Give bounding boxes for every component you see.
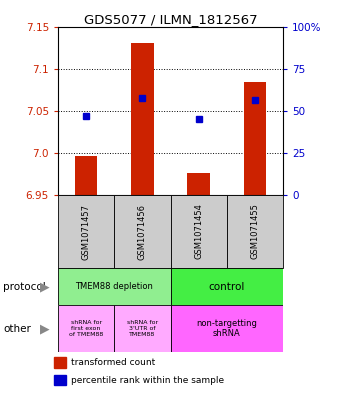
Text: ▶: ▶ bbox=[39, 280, 49, 293]
Bar bbox=[187, 173, 210, 195]
Text: control: control bbox=[208, 281, 245, 292]
Text: GSM1071455: GSM1071455 bbox=[250, 204, 259, 259]
Bar bbox=[58, 195, 114, 268]
Text: non-targetting
shRNA: non-targetting shRNA bbox=[196, 319, 257, 338]
Bar bbox=[170, 305, 283, 352]
Text: GSM1071454: GSM1071454 bbox=[194, 204, 203, 259]
Bar bbox=[170, 195, 227, 268]
Bar bbox=[170, 268, 283, 305]
Text: shRNA for
first exon
of TMEM88: shRNA for first exon of TMEM88 bbox=[69, 320, 103, 337]
Text: TMEM88 depletion: TMEM88 depletion bbox=[75, 282, 153, 291]
Bar bbox=[54, 357, 66, 367]
Text: protocol: protocol bbox=[3, 281, 46, 292]
Bar bbox=[227, 195, 283, 268]
Text: shRNA for
3'UTR of
TMEM88: shRNA for 3'UTR of TMEM88 bbox=[127, 320, 158, 337]
Bar bbox=[75, 156, 97, 195]
Bar bbox=[244, 82, 266, 195]
Text: GSM1071457: GSM1071457 bbox=[82, 204, 91, 259]
Bar bbox=[114, 305, 170, 352]
Text: transformed count: transformed count bbox=[71, 358, 155, 367]
Title: GDS5077 / ILMN_1812567: GDS5077 / ILMN_1812567 bbox=[84, 13, 257, 26]
Bar bbox=[114, 195, 170, 268]
Bar bbox=[58, 305, 114, 352]
Text: ▶: ▶ bbox=[39, 322, 49, 335]
Text: GSM1071456: GSM1071456 bbox=[138, 204, 147, 259]
Bar bbox=[54, 375, 66, 386]
Bar bbox=[131, 43, 154, 195]
Bar bbox=[58, 268, 170, 305]
Text: percentile rank within the sample: percentile rank within the sample bbox=[71, 376, 224, 385]
Text: other: other bbox=[3, 323, 31, 334]
